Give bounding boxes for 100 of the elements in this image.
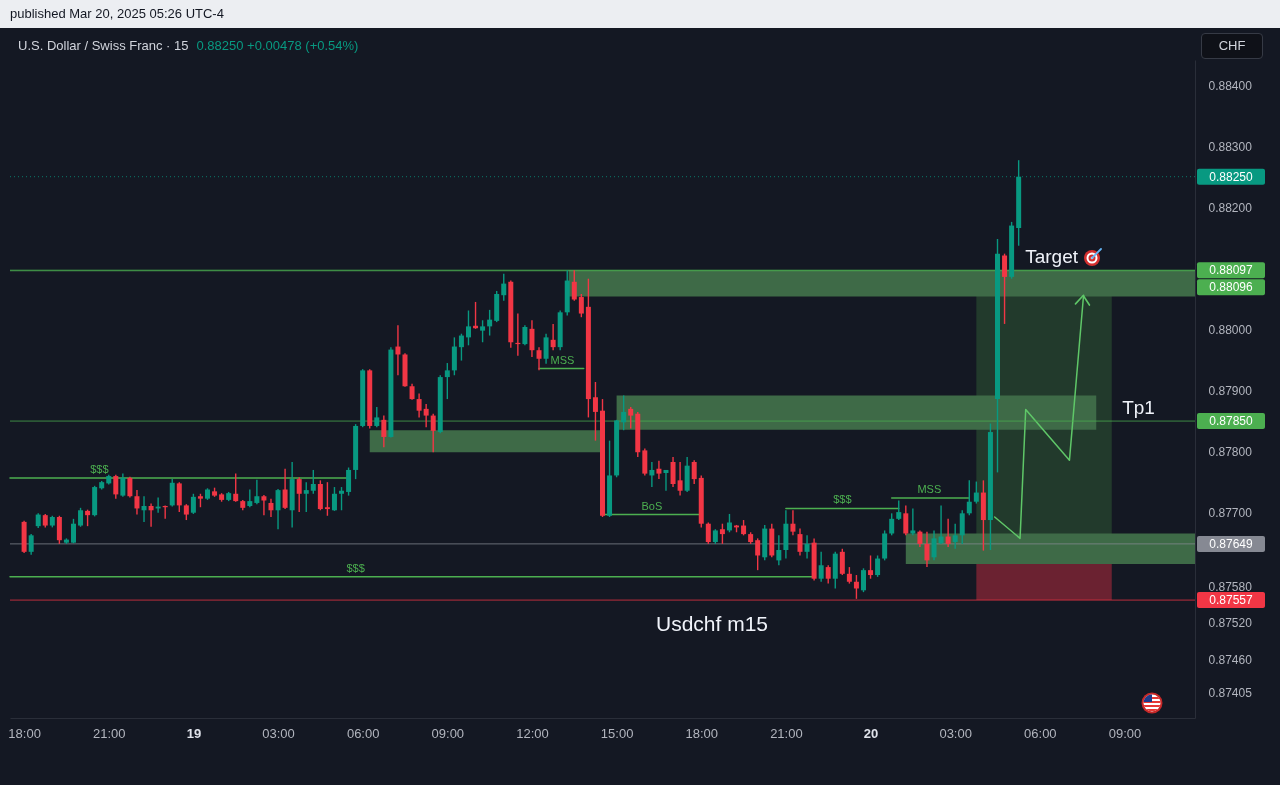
- candlestick: [776, 534, 782, 566]
- candlestick: [141, 495, 147, 523]
- candlestick: [691, 459, 697, 485]
- candlestick: [543, 333, 549, 365]
- candlestick: [113, 474, 119, 500]
- y-tick-label: 0.87460: [1208, 652, 1253, 667]
- x-tick-label: 12:00: [516, 725, 549, 741]
- candlestick: [966, 479, 972, 516]
- candlestick: [896, 499, 902, 521]
- candlestick: [571, 269, 577, 302]
- y-axis-title: CHF: [1201, 33, 1263, 59]
- annotation: MSS: [917, 483, 942, 496]
- candlestick: [282, 468, 288, 510]
- candlestick: [134, 489, 140, 516]
- candlestick: [275, 488, 281, 530]
- candlestick: [931, 529, 937, 562]
- candlestick: [120, 472, 126, 498]
- y-tick-label: 0.87800: [1208, 445, 1253, 460]
- chart-title: U.S. Dollar / Swiss Franc · 15: [18, 38, 189, 53]
- candlestick: [430, 413, 436, 453]
- x-tick-label: 15:00: [600, 725, 634, 741]
- candlestick: [451, 336, 457, 376]
- candlestick: [875, 554, 881, 578]
- candlestick: [501, 273, 507, 302]
- text: published Mar 20, 2025 05:26 UTC-4: [0, 0, 1280, 28]
- annotation: BoS: [641, 499, 663, 512]
- candlestick: [346, 466, 352, 497]
- candlestick: [578, 293, 584, 318]
- candlestick: [28, 533, 34, 556]
- candlestick: [903, 504, 909, 537]
- candlestick: [868, 554, 874, 580]
- y-tick-label: 0.87405: [1208, 686, 1253, 701]
- candlestick: [825, 564, 831, 585]
- ref-line-label: 0.87649: [1209, 536, 1254, 551]
- candlestick: [303, 481, 309, 513]
- x-tick-label: 18:00: [685, 725, 719, 741]
- candlestick: [176, 481, 182, 513]
- candlestick: [621, 394, 627, 431]
- candlestick: [705, 521, 711, 545]
- candlestick: [945, 518, 951, 548]
- ref-line-label: 0.88096: [1209, 280, 1254, 295]
- candlestick: [952, 523, 958, 550]
- x-tick-label: 03:00: [262, 725, 295, 741]
- candlestick: [910, 507, 916, 537]
- candlestick: [78, 507, 84, 528]
- candlestick: [973, 480, 979, 505]
- x-tick-label: 09:00: [431, 725, 465, 741]
- candlestick: [169, 478, 175, 508]
- candlestick: [536, 346, 542, 372]
- candlestick: [339, 486, 345, 511]
- candlestick: [797, 527, 803, 557]
- candlestick: [592, 381, 598, 442]
- candlestick: [444, 362, 450, 400]
- annotation: MSS: [550, 353, 575, 366]
- candlestick: [233, 472, 239, 503]
- candlestick: [628, 406, 634, 430]
- candlestick: [839, 548, 845, 576]
- candlestick: [127, 475, 133, 499]
- x-tick-label: 18:00: [8, 725, 41, 741]
- annotation: Target: [1025, 246, 1079, 268]
- candlestick: [190, 493, 196, 515]
- candlestick: [755, 537, 761, 571]
- annotation: Tp1: [1122, 397, 1155, 419]
- candlestick: [529, 319, 535, 358]
- x-tick-label: 03:00: [939, 725, 972, 741]
- y-tick-label: 0.88000: [1208, 322, 1253, 337]
- candlestick: [374, 406, 380, 428]
- candlestick: [247, 488, 253, 508]
- candlestick: [677, 461, 683, 497]
- y-tick-label: 0.88300: [1208, 139, 1253, 154]
- candlestick: [818, 551, 824, 583]
- y-tick-label: 0.87580: [1208, 579, 1253, 594]
- candlestick: [261, 494, 267, 516]
- candlestick: [924, 530, 930, 568]
- candlestick: [381, 414, 387, 449]
- ref-line-label: 0.87557: [1209, 593, 1254, 608]
- candlestick: [254, 479, 260, 505]
- x-tick-label: 21:00: [92, 725, 126, 741]
- y-tick-label: 0.88200: [1208, 200, 1253, 215]
- x-tick-label: 19: [186, 725, 202, 741]
- x-tick-label: 20: [863, 725, 879, 741]
- candlestick: [458, 333, 464, 362]
- candlestick: [331, 486, 337, 512]
- candlestick: [148, 502, 154, 528]
- x-tick-label: 06:00: [1024, 725, 1057, 741]
- candlestick: [550, 323, 556, 351]
- x-tick-label: 06:00: [346, 725, 380, 741]
- candlestick: [656, 460, 662, 480]
- ref-line-label: 0.88097: [1209, 263, 1254, 278]
- ref-line-label: 0.87850: [1209, 414, 1254, 429]
- candlestick: [416, 392, 422, 419]
- annotation: $$$: [833, 493, 852, 506]
- annotation: $$$: [90, 462, 109, 475]
- x-tick-label: 21:00: [770, 725, 803, 741]
- ref-line-label: 0.88250: [1209, 169, 1254, 184]
- candlestick: [296, 476, 302, 513]
- candlestick: [726, 513, 732, 533]
- y-tick-label: 0.87900: [1208, 384, 1253, 399]
- annotation: Usdchf m15: [655, 612, 769, 636]
- candlestick: [70, 518, 76, 544]
